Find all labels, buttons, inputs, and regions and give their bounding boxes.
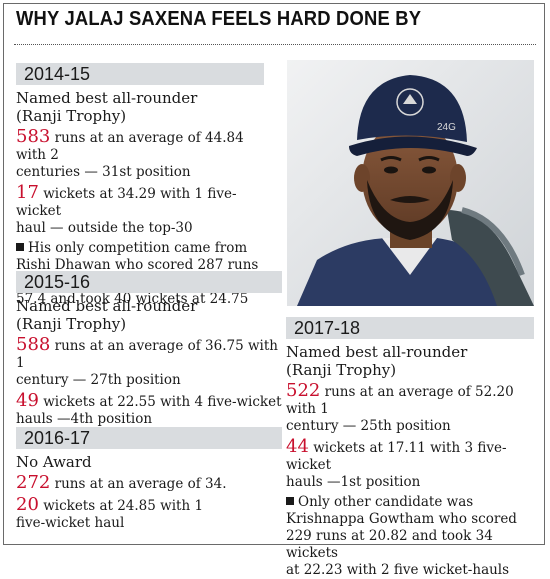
runs-stat: 522 runs at an average of 52.20 with 1 c… — [286, 380, 514, 435]
player-photo: 24G — [287, 60, 534, 306]
runs-stat: 272 runs at an average of 34. — [16, 472, 227, 493]
runs-stat: 583 runs at an average of 44.84 with 2 c… — [16, 126, 244, 181]
wickets-stat: 49 wickets at 22.55 with 4 five-wicket h… — [16, 390, 282, 428]
season-2016-17: 2016-17 No Award 272 runs at an average … — [16, 427, 282, 532]
runs-number: 272 — [16, 472, 51, 493]
square-bullet-icon — [16, 243, 24, 251]
wickets-stat: 20 wickets at 24.85 with 1 five-wicket h… — [16, 494, 204, 532]
runs-number: 522 — [286, 380, 321, 401]
runs-number: 588 — [16, 334, 51, 355]
season-2014-15: 2014-15 Named best all-rounder (Ranji Tr… — [16, 63, 264, 308]
square-bullet-icon — [286, 497, 294, 505]
cap-number: 24G — [437, 122, 456, 133]
runs-number: 583 — [16, 126, 51, 147]
season-note: His only competition came from Rishi Dha… — [16, 240, 259, 307]
season-award: No Award — [16, 453, 92, 471]
wickets-number: 17 — [16, 182, 39, 203]
wickets-stat: 17 wickets at 34.29 with 1 five-wicket h… — [16, 182, 237, 237]
infographic-frame — [3, 3, 545, 545]
season-year: 2016-17 — [16, 427, 282, 449]
wickets-number: 20 — [16, 494, 39, 515]
season-year: 2017-18 — [286, 317, 534, 339]
wickets-number: 49 — [16, 390, 39, 411]
season-year: 2015-16 — [16, 271, 282, 293]
headline-rule — [14, 44, 536, 45]
season-year: 2014-15 — [16, 63, 264, 85]
wickets-stat: 44 wickets at 17.11 with 3 five-wicket h… — [286, 436, 507, 491]
season-2015-16: 2015-16 Named best all-rounder (Ranji Tr… — [16, 271, 282, 428]
season-note: Only other candidate was Krishnappa Gowt… — [286, 494, 517, 578]
season-award: Named best all-rounder (Ranji Trophy) — [16, 297, 198, 333]
wickets-number: 44 — [286, 436, 309, 457]
headline: WHY JALAJ SAXENA FEELS HARD DONE BY — [16, 8, 422, 30]
season-award: Named best all-rounder (Ranji Trophy) — [16, 89, 198, 125]
season-2017-18: 2017-18 Named best all-rounder (Ranji Tr… — [286, 317, 534, 579]
season-award: Named best all-rounder (Ranji Trophy) — [286, 343, 468, 379]
player-portrait-icon: 24G — [287, 60, 534, 306]
runs-stat: 588 runs at an average of 36.75 with 1 c… — [16, 334, 278, 389]
